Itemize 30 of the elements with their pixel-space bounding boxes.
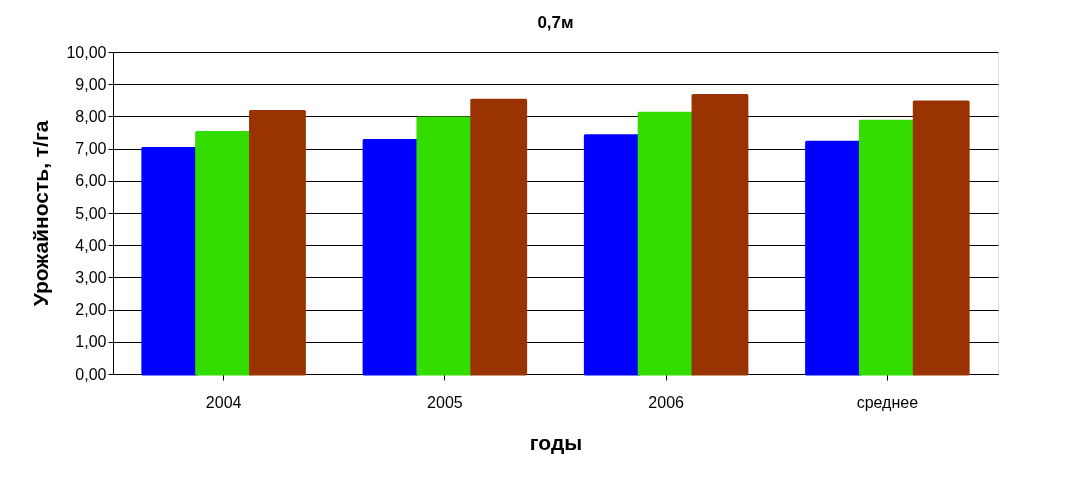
x-tick-label: среднее (856, 393, 919, 411)
bar (195, 131, 253, 376)
x-tick-label: 2004 (205, 393, 242, 411)
bar (858, 119, 916, 376)
x-tick-label: 2005 (427, 393, 463, 411)
y-tick-label: 4,00 (75, 236, 107, 254)
bar (691, 93, 749, 376)
bar (912, 100, 970, 376)
x-tick-label: 2006 (648, 393, 685, 411)
y-tick-label: 7,00 (75, 140, 107, 158)
y-tick-label: 6,00 (75, 172, 107, 190)
y-tick-label: 3,00 (75, 268, 107, 286)
bar (249, 110, 306, 376)
y-tick-label: 8,00 (75, 107, 107, 125)
y-tick-label: 5,00 (75, 204, 107, 222)
bar (637, 111, 695, 376)
bar (141, 147, 199, 376)
y-tick-label: 2,00 (75, 301, 107, 319)
y-tick-label: 1,00 (75, 333, 107, 351)
bar (362, 139, 420, 376)
bar (416, 116, 474, 376)
bar (470, 98, 528, 376)
y-tick-label: 0,00 (75, 365, 107, 383)
y-tick-label: 9,00 (75, 75, 107, 93)
bar (805, 140, 862, 376)
chart-title: 0,7м (537, 13, 574, 32)
y-axis-title: Урожайность, т/га (29, 120, 53, 307)
x-axis-title: годы (529, 430, 583, 454)
y-tick-label: 10,00 (66, 43, 107, 61)
bar (583, 134, 641, 376)
